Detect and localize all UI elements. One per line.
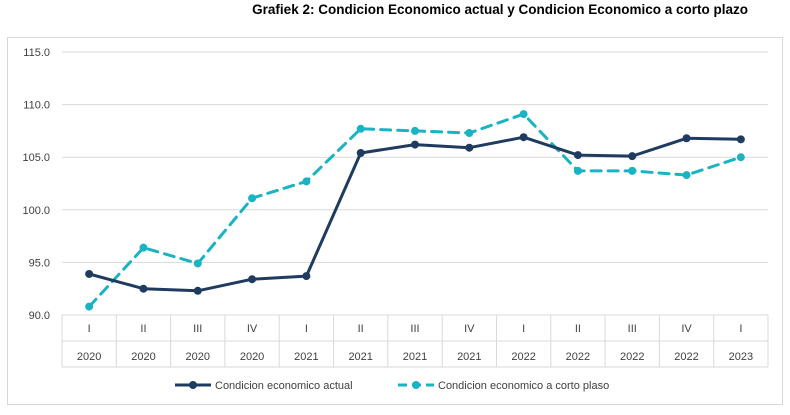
series-line <box>87 135 743 293</box>
data-point <box>736 153 745 162</box>
x-tick-quarter-label: I <box>88 323 91 335</box>
x-tick-year-label: 2020 <box>240 351 264 363</box>
legend-label: Condicion economico a corto plaso <box>438 380 609 392</box>
gridlines <box>62 51 768 316</box>
data-point <box>682 171 691 180</box>
x-tick-quarter-label: III <box>193 323 202 335</box>
x-tick-year-label: 2021 <box>457 351 481 363</box>
chart-title: Grafiek 2: Condicion Economico actual y … <box>252 2 748 17</box>
legend-marker <box>189 381 197 389</box>
x-tick-year-label: 2021 <box>403 351 427 363</box>
data-point <box>519 133 528 142</box>
data-point <box>573 166 582 175</box>
x-tick-quarter-label: I <box>522 323 525 335</box>
data-point <box>411 140 419 149</box>
series-lines <box>85 110 745 311</box>
data-point <box>139 243 148 252</box>
y-tick-label: 90.0 <box>29 310 50 322</box>
chart-frame <box>7 37 783 405</box>
data-point <box>85 302 94 311</box>
x-tick-quarter-label: IV <box>464 323 475 335</box>
x-tick-quarter-label: II <box>575 323 581 335</box>
x-tick-quarter-label: II <box>358 323 364 335</box>
data-point <box>248 275 257 284</box>
data-point <box>356 148 365 157</box>
y-axis-ticks: 90.0 95.0 100.0 105.0 110.0 115.0 <box>22 47 50 322</box>
y-tick-label: 95.0 <box>29 257 50 269</box>
x-tick-quarter-label: III <box>628 323 637 335</box>
data-point <box>139 284 148 293</box>
x-tick-quarter-label: IV <box>681 323 692 335</box>
x-tick-year-label: 2023 <box>729 351 753 363</box>
x-tick-year-label: 2022 <box>620 351 644 363</box>
data-point <box>356 124 365 133</box>
y-tick-label: 100.0 <box>22 205 50 217</box>
data-point <box>302 272 311 281</box>
data-point <box>85 269 94 278</box>
x-tick-year-label: 2022 <box>566 351 590 363</box>
data-point <box>573 151 582 160</box>
data-point <box>193 259 202 268</box>
data-point <box>193 286 202 295</box>
y-tick-label: 110.0 <box>23 100 50 112</box>
x-tick-year-label: 2020 <box>131 351 155 363</box>
legend-marker <box>412 381 420 389</box>
data-point <box>302 177 311 186</box>
x-tick-quarter-label: II <box>140 323 146 335</box>
x-tick-quarter-label: III <box>410 323 419 335</box>
x-tick-year-label: 2020 <box>77 351 101 363</box>
data-point <box>628 166 637 175</box>
data-point <box>465 143 474 152</box>
x-tick-year-label: 2020 <box>186 351 210 363</box>
x-tick-year-label: 2021 <box>294 351 318 363</box>
data-point <box>519 110 528 119</box>
data-point <box>736 135 745 144</box>
x-tick-quarter-label: I <box>739 323 742 335</box>
x-tick-year-label: 2021 <box>348 351 372 363</box>
data-point <box>682 134 691 143</box>
y-tick-label: 105.0 <box>22 152 50 164</box>
x-tick-year-label: 2022 <box>674 351 698 363</box>
data-point <box>465 129 474 138</box>
x-tick-quarter-label: I <box>305 323 308 335</box>
legend: Condicion economico actual Condicion econ… <box>175 380 609 392</box>
data-point <box>628 152 637 161</box>
x-tick-quarter-label: IV <box>247 323 258 335</box>
legend-label: Condicion economico actual <box>215 380 353 392</box>
x-tick-year-label: 2022 <box>511 351 535 363</box>
data-point <box>248 194 257 203</box>
data-point <box>411 126 419 135</box>
y-tick-label: 115.0 <box>23 47 50 59</box>
